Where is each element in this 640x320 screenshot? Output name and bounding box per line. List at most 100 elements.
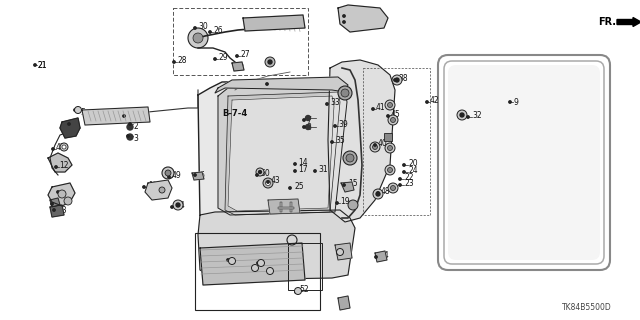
Circle shape — [341, 89, 349, 97]
Text: 42: 42 — [430, 95, 440, 105]
Polygon shape — [192, 172, 204, 180]
Circle shape — [343, 21, 345, 23]
Circle shape — [252, 265, 259, 271]
Text: 36: 36 — [55, 197, 65, 206]
Circle shape — [127, 134, 133, 140]
Text: 49: 49 — [172, 171, 182, 180]
Circle shape — [173, 61, 175, 63]
Circle shape — [57, 191, 60, 193]
Polygon shape — [60, 118, 80, 138]
Circle shape — [266, 268, 273, 275]
Circle shape — [390, 117, 396, 123]
Circle shape — [294, 287, 301, 294]
Circle shape — [51, 203, 53, 205]
Circle shape — [336, 202, 338, 204]
Text: 13: 13 — [57, 205, 67, 214]
Polygon shape — [50, 198, 60, 207]
Text: 4: 4 — [74, 121, 79, 130]
Text: 55: 55 — [273, 266, 283, 275]
Polygon shape — [225, 92, 340, 215]
Circle shape — [390, 186, 396, 190]
Text: 56: 56 — [257, 260, 267, 269]
Text: 41: 41 — [376, 102, 386, 111]
Circle shape — [34, 64, 36, 66]
Text: 16: 16 — [347, 10, 356, 19]
Circle shape — [165, 170, 171, 176]
Circle shape — [509, 101, 511, 103]
Circle shape — [265, 57, 275, 67]
Circle shape — [377, 192, 380, 194]
Text: 15: 15 — [348, 179, 358, 188]
Text: 18: 18 — [347, 15, 356, 25]
Circle shape — [194, 27, 196, 29]
Text: 39: 39 — [338, 119, 348, 129]
Circle shape — [129, 123, 131, 125]
Circle shape — [348, 200, 358, 210]
Circle shape — [266, 180, 271, 186]
Text: 29: 29 — [218, 52, 228, 61]
Circle shape — [58, 190, 66, 198]
Text: 5: 5 — [80, 108, 85, 116]
Text: 45: 45 — [391, 109, 401, 118]
Circle shape — [305, 116, 310, 121]
Circle shape — [196, 36, 200, 40]
Circle shape — [269, 269, 271, 273]
Circle shape — [403, 164, 405, 166]
Circle shape — [314, 170, 316, 172]
Text: 53: 53 — [341, 245, 351, 254]
Circle shape — [467, 116, 469, 118]
Circle shape — [267, 181, 269, 183]
Bar — [278, 207, 294, 209]
Circle shape — [228, 258, 236, 265]
Circle shape — [259, 171, 262, 173]
Circle shape — [188, 28, 208, 48]
Circle shape — [237, 63, 243, 69]
Text: 12: 12 — [59, 161, 68, 170]
Text: B-7-4: B-7-4 — [222, 108, 247, 117]
Text: 30: 30 — [198, 21, 208, 30]
Text: TK84B5500D: TK84B5500D — [562, 303, 612, 313]
Circle shape — [227, 259, 229, 261]
Circle shape — [374, 144, 376, 146]
Polygon shape — [82, 107, 150, 125]
Text: 6: 6 — [199, 171, 204, 180]
Text: 9: 9 — [513, 98, 518, 107]
Polygon shape — [218, 85, 347, 215]
Circle shape — [375, 256, 377, 258]
Circle shape — [372, 108, 374, 110]
Text: 43: 43 — [271, 175, 281, 185]
Circle shape — [52, 148, 54, 150]
Polygon shape — [243, 15, 305, 31]
Text: 32: 32 — [472, 110, 482, 119]
Circle shape — [256, 168, 264, 176]
Text: 7: 7 — [306, 116, 311, 124]
Circle shape — [193, 33, 203, 43]
Circle shape — [253, 267, 257, 269]
Circle shape — [168, 176, 170, 178]
Circle shape — [171, 206, 173, 208]
Circle shape — [230, 260, 234, 262]
Text: 27: 27 — [240, 50, 250, 59]
Circle shape — [385, 100, 395, 110]
Text: 14: 14 — [298, 157, 308, 166]
Circle shape — [194, 174, 196, 176]
Circle shape — [173, 200, 183, 210]
Bar — [173, 8, 308, 75]
Circle shape — [337, 251, 339, 253]
Circle shape — [68, 123, 70, 125]
Circle shape — [77, 108, 79, 111]
Circle shape — [343, 15, 345, 17]
Text: 20: 20 — [408, 158, 418, 167]
Polygon shape — [48, 183, 75, 206]
Circle shape — [338, 86, 352, 100]
Circle shape — [392, 75, 402, 85]
Text: FR.: FR. — [598, 17, 616, 27]
Circle shape — [53, 209, 55, 211]
Circle shape — [289, 187, 291, 189]
Circle shape — [387, 102, 392, 108]
Text: 28: 28 — [177, 55, 186, 65]
Circle shape — [60, 143, 68, 151]
Circle shape — [346, 154, 354, 162]
Text: 24: 24 — [408, 165, 418, 174]
Text: 1: 1 — [127, 115, 132, 124]
